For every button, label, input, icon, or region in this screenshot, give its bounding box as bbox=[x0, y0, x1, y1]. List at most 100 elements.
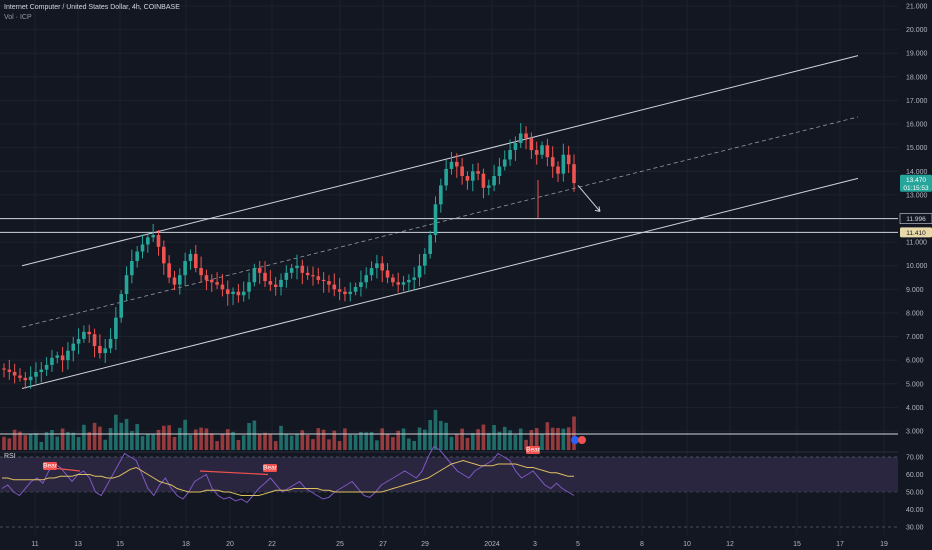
y-tick-label: 11.000 bbox=[906, 240, 927, 247]
candle-body bbox=[114, 317, 118, 339]
volume-bar bbox=[188, 435, 193, 450]
candle-body bbox=[162, 246, 166, 264]
volume-label: Vol · ICP bbox=[4, 14, 32, 21]
volume-bar bbox=[268, 434, 273, 450]
volume-bar bbox=[407, 438, 411, 450]
horizontal-levels bbox=[0, 218, 898, 435]
volume-bar bbox=[476, 429, 480, 450]
price-tag-countdown: 01:15:53 bbox=[903, 185, 929, 192]
volume-bar bbox=[502, 426, 507, 450]
y-tick-label: 19.000 bbox=[906, 51, 928, 58]
candle-body bbox=[98, 346, 102, 354]
x-tick-label: 27 bbox=[379, 541, 387, 548]
candle-body bbox=[305, 272, 310, 276]
volume-bar bbox=[380, 428, 385, 450]
candle-body bbox=[385, 270, 390, 278]
x-tick-label: 10 bbox=[683, 541, 691, 548]
candle-body bbox=[188, 253, 193, 261]
rsi-label: RSI bbox=[4, 453, 16, 460]
volume-bar bbox=[455, 433, 459, 450]
candle-body bbox=[284, 272, 289, 280]
candle-body bbox=[82, 331, 86, 339]
rsi-tick-label: 30.00 bbox=[906, 525, 924, 532]
volume-bar bbox=[151, 434, 155, 450]
channel-median bbox=[21, 116, 859, 328]
candle-body bbox=[428, 235, 432, 254]
volume-bar bbox=[518, 428, 523, 450]
volume-bar bbox=[87, 432, 92, 450]
volume-bar bbox=[209, 433, 214, 450]
volume-bar bbox=[44, 432, 49, 450]
volume-bar bbox=[18, 431, 22, 450]
rsi-tick-label: 50.00 bbox=[906, 490, 924, 497]
volume-bar bbox=[76, 437, 81, 450]
x-tick-label: 11 bbox=[31, 541, 38, 548]
candle-body bbox=[231, 291, 235, 295]
volume-bar bbox=[289, 435, 294, 450]
volume-bar bbox=[364, 432, 369, 450]
projection-arrow bbox=[577, 185, 601, 212]
volume-bar bbox=[12, 429, 17, 450]
candle-body bbox=[486, 185, 491, 188]
volume-bar bbox=[7, 438, 12, 450]
candle-body bbox=[23, 377, 28, 381]
volume-bar bbox=[183, 419, 187, 450]
volume-bar bbox=[433, 409, 438, 450]
volume-bar bbox=[162, 425, 166, 450]
volume-bar bbox=[316, 428, 321, 450]
volume-bars bbox=[2, 409, 576, 450]
volume-bar bbox=[252, 420, 257, 450]
level-tag-1-bg bbox=[900, 213, 932, 224]
volume-bar bbox=[348, 434, 353, 450]
y-tick-label: 9.000 bbox=[906, 287, 924, 294]
candle-body bbox=[167, 263, 171, 278]
divergence-line bbox=[199, 470, 269, 476]
candlesticks bbox=[2, 123, 576, 389]
volume-bar bbox=[566, 427, 571, 450]
y-tick-label: 17.000 bbox=[906, 98, 928, 105]
candle-body bbox=[513, 142, 518, 151]
candle-body bbox=[407, 279, 411, 283]
volume-bar bbox=[524, 439, 528, 450]
candle-body bbox=[135, 251, 139, 261]
candle-body bbox=[327, 281, 331, 285]
volume-bar bbox=[439, 420, 443, 450]
x-tick-label: 20 bbox=[226, 541, 234, 548]
candle-body bbox=[311, 275, 315, 277]
volume-bar bbox=[241, 435, 246, 450]
volume-bar bbox=[460, 428, 464, 450]
y-tick-label: 5.000 bbox=[906, 381, 924, 388]
candle-body bbox=[380, 263, 385, 271]
volume-bar bbox=[337, 441, 342, 450]
candle-body bbox=[7, 369, 12, 372]
candle-body bbox=[295, 265, 299, 269]
rsi-bear-tag: Bear bbox=[43, 463, 58, 470]
volume-bar bbox=[231, 431, 235, 450]
candle-body bbox=[497, 166, 502, 176]
candle-body bbox=[76, 338, 81, 344]
volume-bar bbox=[359, 432, 363, 450]
volume-bar bbox=[108, 428, 113, 450]
time-axis: 11 13 15 18 20 22 25 27 29 2024 3 5 8 10 12 15 17 19 bbox=[31, 541, 888, 548]
candle-body bbox=[481, 173, 486, 188]
rsi-tick-label: 70.00 bbox=[906, 455, 924, 462]
price-tag-value: 13.470 bbox=[906, 177, 926, 184]
rsi-ma-line bbox=[2, 459, 574, 496]
x-tick-label: 8 bbox=[640, 541, 644, 548]
level-tag-2: 11.410 bbox=[906, 230, 926, 237]
y-tick-label: 8.000 bbox=[906, 310, 924, 317]
candle-body bbox=[433, 204, 438, 236]
volume-bar bbox=[177, 427, 182, 450]
volume-bar bbox=[556, 427, 560, 450]
volume-bar bbox=[114, 414, 118, 450]
candle-body bbox=[321, 279, 326, 282]
volume-bar bbox=[50, 430, 54, 450]
candle-body bbox=[273, 284, 278, 287]
candle-body bbox=[119, 294, 123, 318]
candle-body bbox=[55, 355, 60, 358]
volume-bar bbox=[172, 436, 177, 450]
y-tick-label: 21.000 bbox=[906, 4, 928, 11]
x-tick-label: 3 bbox=[533, 541, 537, 548]
x-tick-label: 2024 bbox=[484, 541, 500, 548]
